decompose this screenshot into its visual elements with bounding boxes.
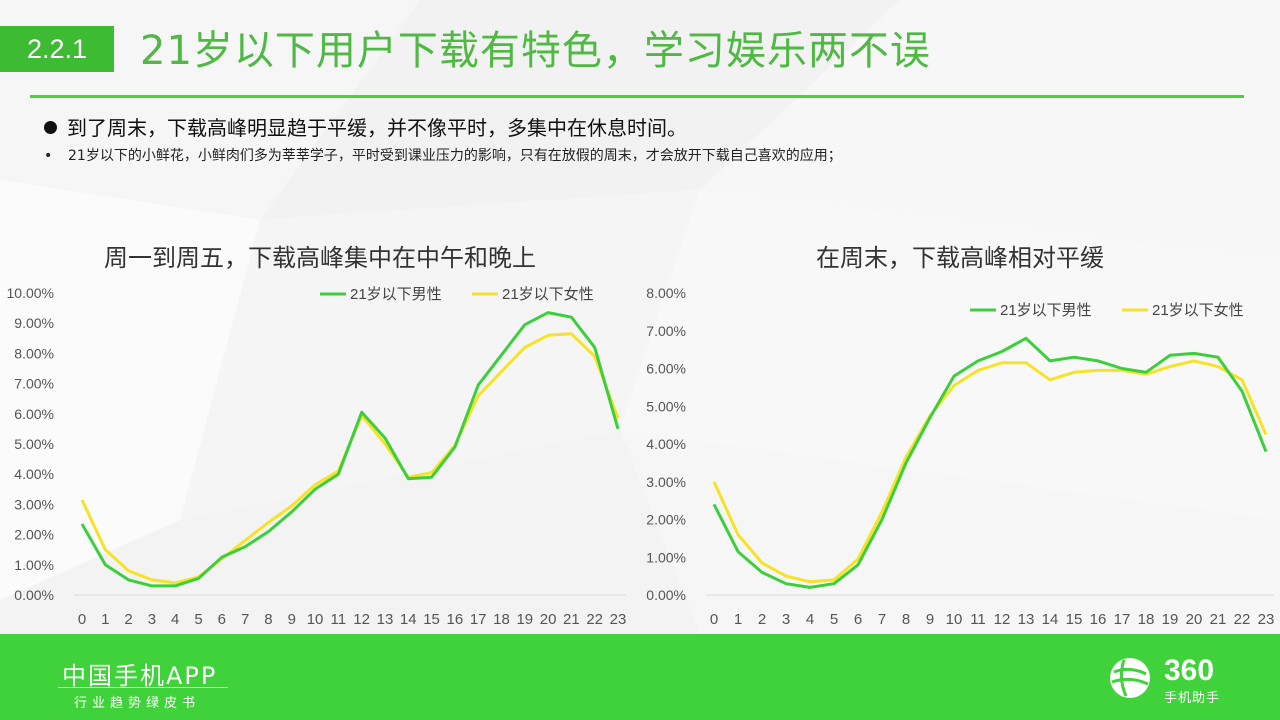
x-tick-label: 20 <box>540 611 557 628</box>
legend-label: 21岁以下男性 <box>1000 302 1092 319</box>
y-tick-label: 8.00% <box>14 345 54 361</box>
y-tick-label: 0.00% <box>14 587 54 603</box>
x-tick-label: 18 <box>1138 611 1155 628</box>
y-tick-label: 2.00% <box>646 512 686 528</box>
series-line <box>712 336 1268 589</box>
x-tick-label: 13 <box>377 611 394 628</box>
sub-bullet: • 21岁以下的小鲜花，小鲜肉们多为莘莘学子，平时受到课业压力的影响，只有在放假的… <box>44 145 842 165</box>
x-tick-label: 19 <box>516 611 533 628</box>
x-tick-label: 2 <box>758 611 766 628</box>
x-tick-label: 15 <box>1066 611 1083 628</box>
x-tick-label: 7 <box>878 611 886 628</box>
x-tick-label: 7 <box>241 611 249 628</box>
x-tick-label: 17 <box>1114 611 1131 628</box>
y-tick-label: 6.00% <box>14 406 54 422</box>
chart-weekday-plot: 0.00% 1.00% 2.00% 3.00% 4.00% 5.00% 6.00% 7.00%… <box>7 285 627 628</box>
brand-divider <box>58 687 228 688</box>
chart-weekend: 在周末，下载高峰相对平缓 0.00% 1.00% 2.00% 3.00% 4.00% 5.… <box>640 230 1280 630</box>
x-tick-label: 10 <box>307 611 324 628</box>
y-tick-label: 6.00% <box>646 361 686 377</box>
chart-title: 周一到周五，下载高峰集中在中午和晚上 <box>104 244 536 272</box>
page-title: 21岁以下用户下载有特色，学习娱乐两不误 <box>140 28 931 74</box>
y-tick-label: 7.00% <box>14 376 54 392</box>
x-tick-label: 2 <box>124 611 132 628</box>
chart-weekday: 周一到周五，下载高峰集中在中午和晚上 0.00% 1.00% 2.00% 3.00% 4… <box>0 230 640 630</box>
x-tick-label: 3 <box>782 611 790 628</box>
x-tick-label: 1 <box>101 611 109 628</box>
y-tick-label: 5.00% <box>14 436 54 452</box>
x-tick-label: 14 <box>1042 611 1059 628</box>
legend-label: 21岁以下女性 <box>1152 301 1244 319</box>
y-tick-label: 1.00% <box>14 557 54 573</box>
x-tick-label: 12 <box>994 611 1011 628</box>
x-tick-label: 16 <box>447 611 464 628</box>
y-tick-label: 4.00% <box>14 466 54 482</box>
footer-bar: 中国手机APP 行业趋势绿皮书 360 手机助手 <box>0 634 1280 720</box>
x-tick-label: 16 <box>1090 611 1107 628</box>
y-tick-label: 10.00% <box>7 285 54 301</box>
y-tick-label: 2.00% <box>14 527 54 543</box>
logo-text: 手机助手 <box>1164 691 1221 706</box>
x-tick-label: 8 <box>902 611 910 628</box>
brand-subtitle: 行业趋势绿皮书 <box>74 696 201 711</box>
main-bullet: 到了周末，下载高峰明显趋于平缓，并不像平时，多集中在休息时间。 <box>44 112 687 141</box>
x-tick-label: 9 <box>926 611 934 628</box>
chart-title: 在周末，下载高峰相对平缓 <box>816 244 1104 272</box>
x-tick-label: 15 <box>423 611 440 628</box>
x-tick-label: 6 <box>218 611 226 628</box>
legend-label: 21岁以下男性 <box>350 286 442 303</box>
x-tick-label: 13 <box>1018 611 1035 628</box>
bullet-dot-icon <box>44 121 57 134</box>
y-tick-label: 3.00% <box>14 496 54 512</box>
ball-logo-icon <box>1110 658 1150 698</box>
360-logo: 360 手机助手 <box>1108 654 1238 706</box>
y-tick-label: 8.00% <box>646 285 686 301</box>
x-tick-label: 12 <box>353 611 370 628</box>
y-tick-label: 5.00% <box>646 398 686 414</box>
x-tick-label: 5 <box>830 611 838 628</box>
x-tick-label: 14 <box>400 611 417 628</box>
x-tick-label: 19 <box>1162 611 1179 628</box>
x-tick-label: 6 <box>854 611 862 628</box>
y-tick-label: 7.00% <box>646 323 686 339</box>
y-tick-label: 0.00% <box>646 587 686 603</box>
x-tick-label: 22 <box>586 611 603 628</box>
legend-label: 21岁以下女性 <box>502 285 594 303</box>
y-tick-label: 4.00% <box>646 436 686 452</box>
title-divider <box>30 95 1244 98</box>
x-tick-label: 11 <box>331 611 347 628</box>
x-tick-label: 11 <box>970 611 986 628</box>
x-tick-label: 10 <box>946 611 963 628</box>
x-tick-label: 23 <box>1258 611 1275 628</box>
y-tick-label: 9.00% <box>14 315 54 331</box>
x-tick-label: 17 <box>470 611 487 628</box>
y-tick-label: 1.00% <box>646 549 686 565</box>
series-line <box>80 311 620 588</box>
y-tick-label: 3.00% <box>646 474 686 490</box>
x-tick-label: 3 <box>148 611 156 628</box>
x-tick-label: 8 <box>264 611 272 628</box>
x-tick-label: 9 <box>288 611 296 628</box>
x-tick-label: 22 <box>1234 611 1251 628</box>
x-tick-label: 18 <box>493 611 510 628</box>
x-tick-label: 1 <box>734 611 742 628</box>
x-tick-label: 21 <box>1210 611 1227 628</box>
x-tick-label: 5 <box>194 611 202 628</box>
main-bullet-text: 到了周末，下载高峰明显趋于平缓，并不像平时，多集中在休息时间。 <box>67 116 687 140</box>
x-tick-label: 0 <box>78 611 86 628</box>
x-tick-label: 20 <box>1186 611 1203 628</box>
x-tick-label: 0 <box>710 611 718 628</box>
x-tick-label: 23 <box>610 611 627 628</box>
brand-title: 中国手机APP <box>62 662 218 690</box>
x-tick-label: 4 <box>806 611 814 628</box>
chart-weekend-plot: 0.00% 1.00% 2.00% 3.00% 4.00% 5.00% 6.00% 7.00%… <box>646 285 1275 628</box>
small-bullet-icon: • <box>44 148 53 164</box>
series-line <box>80 332 620 585</box>
section-number: 2.2.1 <box>0 26 114 72</box>
logo-number: 360 <box>1164 654 1215 687</box>
sub-bullet-text: 21岁以下的小鲜花，小鲜肉们多为莘莘学子，平时受到课业压力的影响，只有在放假的周… <box>68 148 842 164</box>
x-tick-label: 21 <box>563 611 580 628</box>
x-tick-label: 4 <box>171 611 179 628</box>
series-line <box>712 359 1268 584</box>
